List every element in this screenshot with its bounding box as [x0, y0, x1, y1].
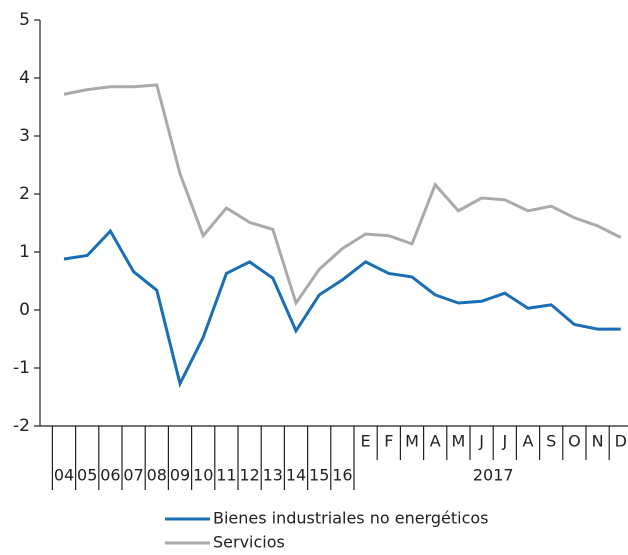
x-tick-label: 09 — [170, 466, 190, 485]
x-tick-label: S — [546, 432, 556, 451]
x-tick-label: N — [592, 432, 604, 451]
x-tick-label: J — [478, 432, 484, 451]
x-tick-label: O — [568, 432, 581, 451]
x-tick-label: 16 — [332, 466, 352, 485]
x-tick-label: 04 — [54, 466, 74, 485]
x-tick-label: 07 — [123, 466, 143, 485]
line-series — [63, 228, 621, 388]
x-tick-label: 13 — [263, 466, 283, 485]
y-tick-label: 3 — [19, 126, 30, 146]
legend-label: Bienes industriales no energéticos — [213, 509, 488, 528]
x-tick-label: D — [615, 432, 627, 451]
x-tick-label: F — [384, 432, 393, 451]
y-tick-label: 1 — [19, 242, 30, 262]
x-tick-label: A — [430, 432, 441, 451]
y-tick-label: -2 — [13, 416, 30, 436]
x-tick-label: 11 — [216, 466, 236, 485]
y-tick-label: 0 — [19, 300, 30, 320]
x-tick-label: 14 — [286, 466, 306, 485]
x-tick-label: 12 — [239, 466, 259, 485]
y-tick-label: -1 — [13, 358, 30, 378]
x-tick-label: 06 — [100, 466, 120, 485]
x-tick-label: 08 — [147, 466, 167, 485]
y-tick-label: 5 — [19, 10, 30, 30]
x-tick-label: M — [405, 432, 419, 451]
x-tick-label: J — [501, 432, 507, 451]
x-tick-label: E — [361, 432, 371, 451]
x-tick-label: M — [451, 432, 465, 451]
x-tick-label: A — [523, 432, 534, 451]
y-tick-label: 2 — [19, 184, 30, 204]
line-series — [63, 83, 622, 307]
legend-label: Servicios — [213, 533, 285, 552]
x-tick-label: 10 — [193, 466, 213, 485]
y-tick-label: 4 — [19, 68, 30, 88]
x-tick-label: 15 — [309, 466, 329, 485]
x-tick-label: 05 — [77, 466, 97, 485]
x-group-label: 2017 — [473, 466, 514, 485]
